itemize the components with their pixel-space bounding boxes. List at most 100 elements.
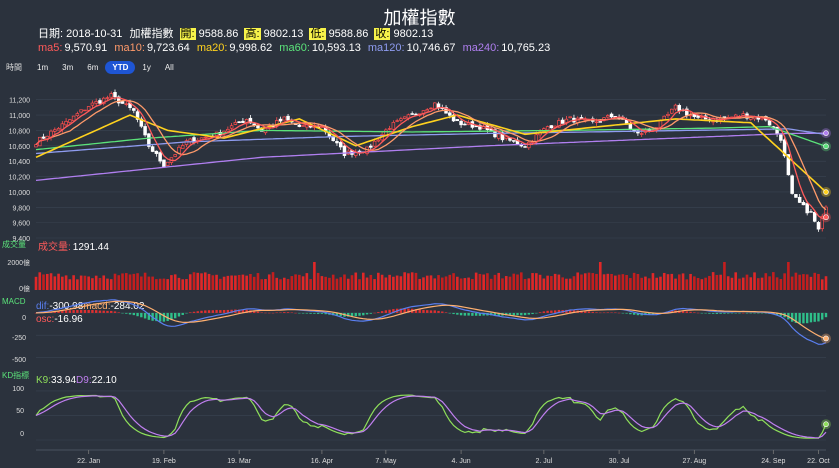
macd-osc-bar: [426, 310, 429, 313]
ma20-label: ma20:: [196, 42, 228, 54]
candle-body: [109, 93, 113, 98]
dif-label: dif:: [36, 301, 49, 312]
volume-bar: [775, 277, 779, 290]
macd-osc-bar: [478, 312, 482, 316]
macd-osc-bar: [719, 312, 722, 314]
macd-osc-bar: [726, 312, 730, 314]
volume-bar: [764, 273, 768, 290]
candle-body: [673, 104, 678, 110]
period-3m-button[interactable]: 3m: [62, 63, 74, 72]
price-tick-label: 11,000: [9, 113, 30, 120]
macd-osc-bar: [271, 312, 275, 314]
macd-osc-bar: [550, 310, 553, 313]
candle-body: [429, 107, 433, 110]
candle-body: [598, 121, 603, 123]
macd-osc-bar: [350, 312, 354, 317]
macd-osc-bar: [110, 310, 113, 313]
volume-bar: [602, 274, 606, 290]
ma120-legend[interactable]: ma120: 10,746.67: [368, 42, 458, 54]
macd-signal-line: [35, 300, 827, 340]
volume-bar: [361, 272, 365, 290]
ma20-legend[interactable]: ma20: 9,998.62: [197, 42, 274, 54]
low-label: 低:: [309, 28, 326, 40]
volume-bar: [580, 274, 583, 290]
macd-osc-bar: [553, 310, 557, 313]
macd-osc-bar: [572, 310, 576, 313]
volume-bar: [516, 274, 519, 290]
volume-bar: [542, 278, 546, 290]
candle-body: [101, 97, 106, 105]
candle-body: [244, 119, 249, 125]
candle-body: [376, 139, 381, 142]
date-label: 日期:: [38, 28, 64, 40]
macd-osc-bar: [760, 312, 764, 314]
volume-bar: [313, 262, 316, 290]
volume-bar: [219, 278, 222, 290]
volume-bar: [143, 272, 147, 290]
period-ytd-button[interactable]: YTD: [105, 61, 136, 74]
candle-body: [805, 203, 809, 214]
volume-bar: [553, 273, 557, 290]
volume-tick-0: 0億: [19, 284, 30, 293]
ma20-line: [35, 114, 827, 193]
ma240-legend[interactable]: ma240: 10,765.23: [463, 42, 553, 54]
macd-osc-bar: [177, 312, 181, 317]
period-1m-button[interactable]: 1m: [37, 63, 49, 72]
period-6m-button[interactable]: 6m: [87, 63, 99, 72]
macd-tick-250: -250: [12, 335, 26, 342]
ma5-legend[interactable]: ma5: 9,570.91: [38, 42, 109, 54]
volume-bar: [132, 273, 136, 290]
macd-osc-bar: [57, 310, 60, 313]
macd-osc-bar: [794, 312, 798, 323]
ma5-value: 9,570.91: [64, 42, 108, 54]
volume-bar: [448, 274, 452, 290]
volume-bar: [124, 273, 128, 290]
ma10-label: ma10:: [114, 42, 145, 54]
x-axis-tick-label: 30. Jul: [609, 458, 630, 465]
macd-osc-bar: [527, 312, 531, 315]
ma60-legend[interactable]: ma60: 10,593.13: [279, 42, 363, 54]
macd-osc-bar: [173, 312, 177, 319]
ma5-line: [35, 97, 827, 220]
volume-bar: [794, 272, 798, 290]
volume-bar: [595, 273, 598, 290]
volume-panel-title: 成交量: [2, 239, 26, 249]
volume-bar: [151, 276, 154, 290]
x-axis-tick-label: 2. Jul: [535, 458, 552, 465]
volume-bar: [331, 274, 335, 290]
macd-osc-bar: [745, 312, 749, 314]
volume-bar: [527, 278, 531, 290]
candle-body: [147, 133, 151, 147]
macd-osc-bar: [474, 312, 478, 316]
period-1y-button[interactable]: 1y: [142, 63, 151, 72]
price-tick-label: 10,000: [9, 190, 31, 197]
volume-bar: [158, 278, 162, 290]
ma60-end-marker: [823, 143, 829, 150]
period-all-button[interactable]: All: [164, 63, 174, 72]
volume-bar: [666, 274, 670, 290]
volume-bar: [222, 276, 226, 290]
macd-osc-bar: [219, 310, 222, 313]
volume-bar: [730, 277, 734, 290]
volume-bar: [444, 276, 448, 290]
volume-bar: [467, 277, 470, 290]
ma5-label: ma5:: [38, 42, 63, 54]
volume-bar: [715, 274, 719, 290]
ma10-legend[interactable]: ma10: 9,723.64: [114, 42, 191, 54]
volume-bar: [245, 275, 248, 290]
macd-osc-bar: [335, 312, 339, 316]
volume-bar: [350, 275, 354, 290]
candle-body: [568, 116, 572, 119]
volume-bar: [790, 276, 794, 290]
volume-bar: [117, 275, 121, 290]
volume-bar: [753, 272, 756, 290]
volume-bar: [708, 275, 711, 290]
macd-osc-bar: [298, 312, 301, 314]
macd-osc-bar: [106, 310, 109, 313]
macd-osc-bar: [749, 312, 752, 314]
candle-body: [794, 194, 798, 198]
candle-body: [523, 146, 527, 148]
candle-body: [331, 136, 335, 141]
low-value: 9588.86: [328, 28, 369, 40]
